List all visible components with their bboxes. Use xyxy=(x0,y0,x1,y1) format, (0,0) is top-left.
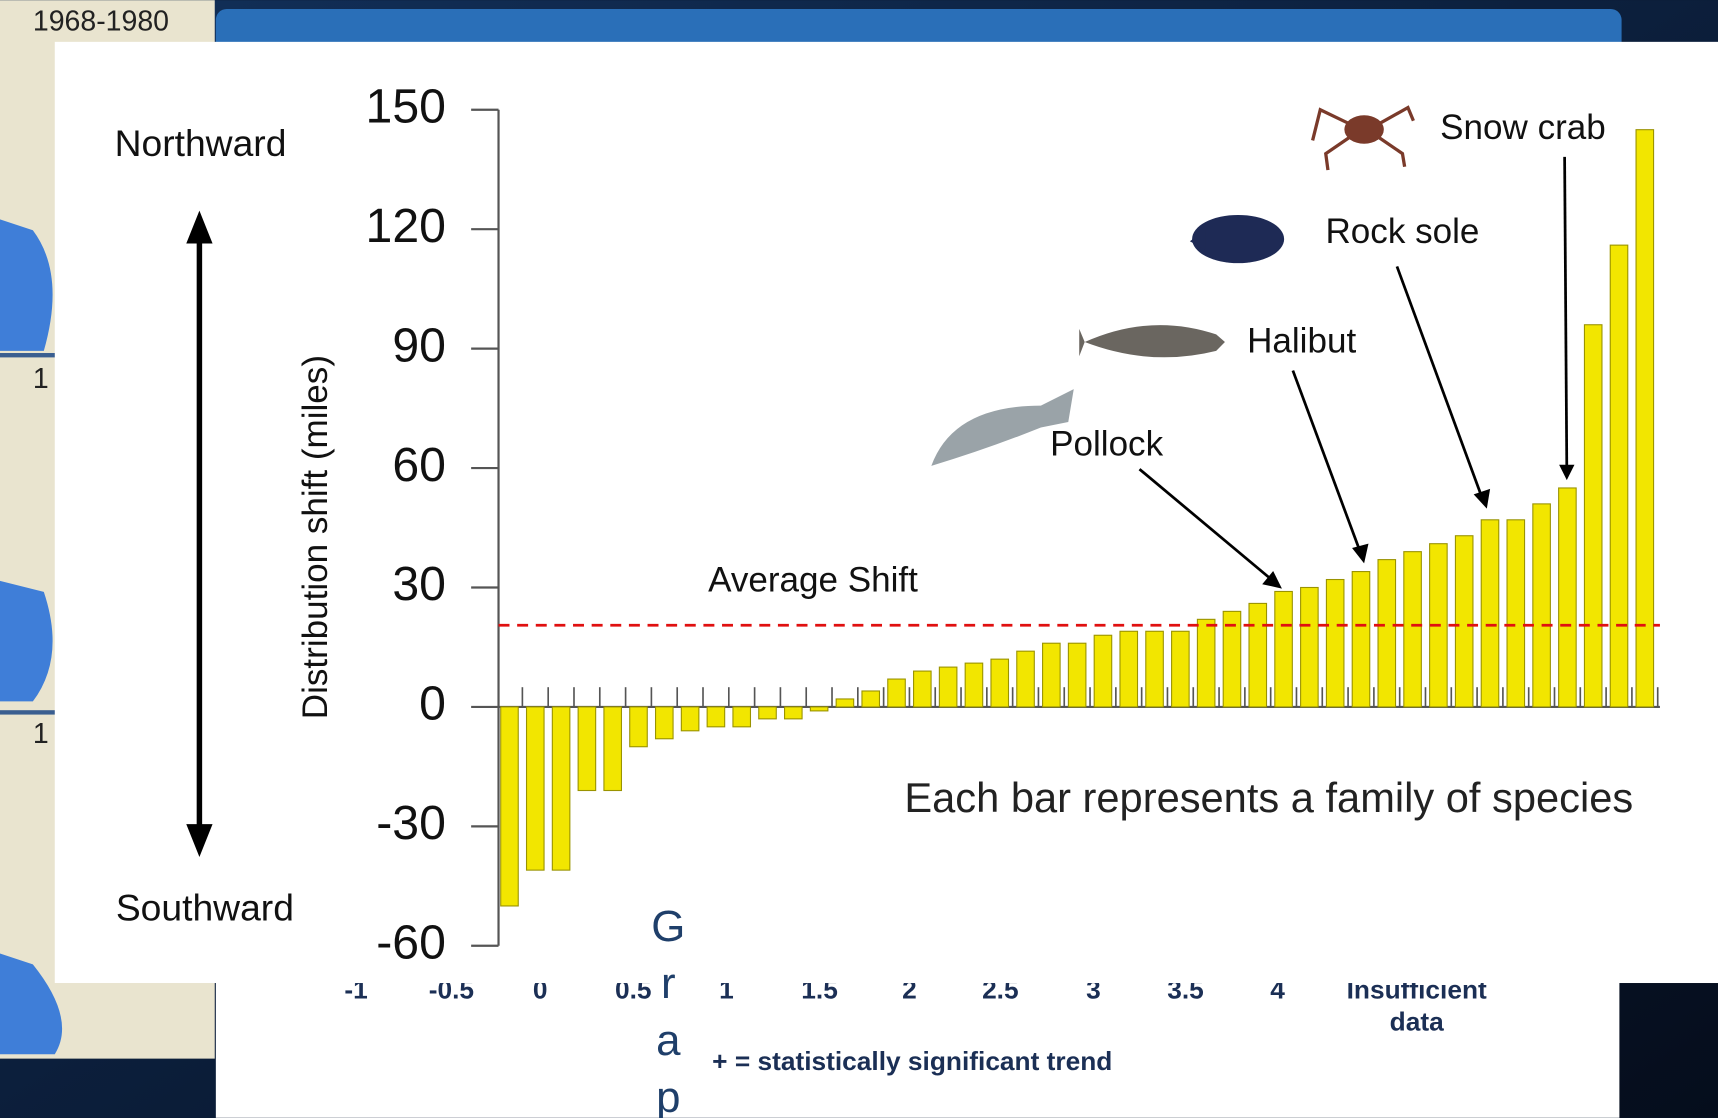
species-label: Halibut xyxy=(1247,321,1356,360)
bar xyxy=(939,667,957,707)
direction-label: Northward xyxy=(115,122,287,164)
page: 1968-1980 1 1 -1-0.500.511.522.533.54Ins… xyxy=(0,0,1718,1118)
bar xyxy=(888,679,906,707)
bar xyxy=(1120,631,1138,707)
back-x-tick-label: data xyxy=(1390,1006,1444,1036)
bar xyxy=(630,707,648,747)
slide: 1968-1980 1 1 -1-0.500.511.522.533.54Ins… xyxy=(0,0,1718,1118)
y-tick-label: -60 xyxy=(376,916,446,970)
bar xyxy=(656,707,674,739)
bar xyxy=(785,707,803,719)
side-text: p xyxy=(656,1073,680,1118)
y-tick-label: 60 xyxy=(392,438,446,492)
bar xyxy=(836,699,854,707)
bar xyxy=(914,671,932,707)
bar xyxy=(965,663,983,707)
y-axis-label: Distribution shift (miles) xyxy=(296,355,335,719)
side-text: a xyxy=(656,1016,681,1065)
bar xyxy=(1481,520,1499,707)
y-tick-label: 150 xyxy=(366,80,446,134)
bar xyxy=(527,707,545,870)
species-label: Snow crab xyxy=(1440,108,1606,147)
bar xyxy=(1404,552,1422,707)
y-tick-label: 90 xyxy=(392,318,446,372)
y-tick-label: 0 xyxy=(419,677,446,731)
bar xyxy=(810,707,828,711)
bar xyxy=(1636,130,1654,707)
bar xyxy=(1378,560,1396,707)
back-chart-note: + = statistically significant trend xyxy=(712,1046,1112,1076)
direction-label: Southward xyxy=(116,887,294,929)
bar xyxy=(1017,651,1035,707)
bar xyxy=(862,691,880,707)
bar xyxy=(733,707,751,727)
bar xyxy=(578,707,596,791)
bar xyxy=(1301,587,1319,706)
bar xyxy=(991,659,1009,707)
y-tick-label: 120 xyxy=(366,199,446,253)
bar xyxy=(759,707,777,719)
side-text: r xyxy=(661,959,676,1008)
bar xyxy=(1172,631,1190,707)
bar xyxy=(1326,580,1344,707)
panel-label: 1 xyxy=(33,363,49,395)
bar xyxy=(681,707,699,731)
bar xyxy=(1455,536,1473,707)
species-label: Rock sole xyxy=(1326,212,1480,251)
y-tick-label: 30 xyxy=(392,557,446,611)
bar xyxy=(707,707,725,727)
bar xyxy=(1249,603,1267,707)
bar xyxy=(1584,325,1602,707)
average-label: Average Shift xyxy=(708,560,918,599)
bar xyxy=(1533,504,1551,707)
panel-label: 1 xyxy=(33,718,49,750)
bar xyxy=(1068,643,1086,707)
note: Each bar represents a family of species xyxy=(904,774,1633,821)
y-tick-label: -30 xyxy=(376,796,446,850)
bar xyxy=(1094,635,1112,707)
bar xyxy=(1275,591,1293,706)
bar xyxy=(1352,572,1370,707)
bar xyxy=(604,707,622,791)
bar xyxy=(501,707,519,906)
side-text: G xyxy=(651,902,685,951)
bar xyxy=(1559,488,1577,707)
snow-crab-icon xyxy=(1344,115,1383,143)
bar xyxy=(1197,619,1215,707)
rock-sole-icon xyxy=(1192,215,1284,263)
species-label: Pollock xyxy=(1050,424,1163,463)
bar xyxy=(1610,245,1628,707)
bar xyxy=(1043,643,1061,707)
bar xyxy=(552,707,570,870)
bar xyxy=(1507,520,1525,707)
period-label: 1968-1980 xyxy=(33,6,169,38)
bar xyxy=(1146,631,1164,707)
